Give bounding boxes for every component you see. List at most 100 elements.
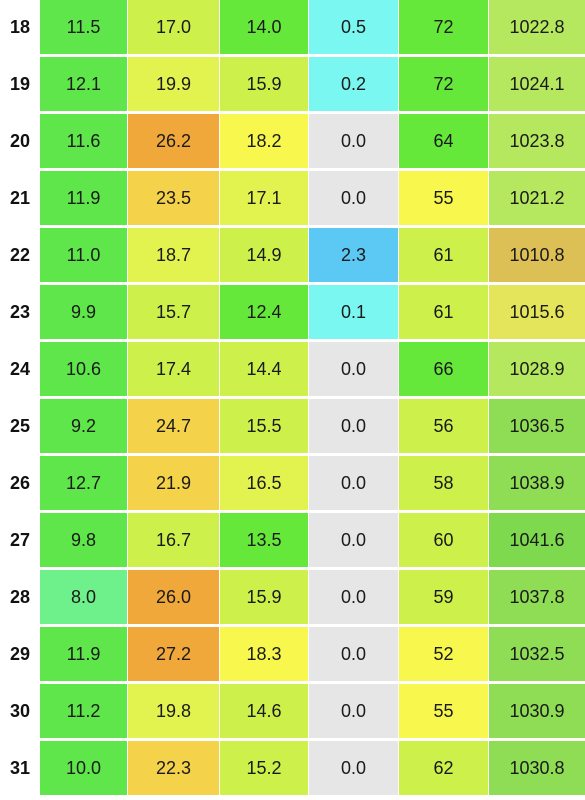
table-row: 23 9.9 15.7 12.4 0.1 61 1015.6 bbox=[0, 285, 585, 339]
mean-temp-cell: 16.5 bbox=[220, 456, 308, 510]
mean-temp-cell: 14.6 bbox=[220, 684, 308, 738]
max-temp-cell: 19.9 bbox=[128, 57, 219, 111]
mean-temp-cell: 18.2 bbox=[220, 114, 308, 168]
pressure-cell: 1036.5 bbox=[489, 399, 585, 453]
day-label: 29 bbox=[0, 627, 40, 681]
rain-cell: 0.0 bbox=[309, 684, 398, 738]
table-row: 27 9.8 16.7 13.5 0.0 60 1041.6 bbox=[0, 513, 585, 567]
pressure-cell: 1037.8 bbox=[489, 570, 585, 624]
pressure-cell: 1023.8 bbox=[489, 114, 585, 168]
day-label: 23 bbox=[0, 285, 40, 339]
day-label: 21 bbox=[0, 171, 40, 225]
table-row: 25 9.2 24.7 15.5 0.0 56 1036.5 bbox=[0, 399, 585, 453]
day-label: 20 bbox=[0, 114, 40, 168]
day-label: 27 bbox=[0, 513, 40, 567]
table-row: 21 11.9 23.5 17.1 0.0 55 1021.2 bbox=[0, 171, 585, 225]
pressure-cell: 1038.9 bbox=[489, 456, 585, 510]
pressure-cell: 1032.5 bbox=[489, 627, 585, 681]
mean-temp-cell: 17.1 bbox=[220, 171, 308, 225]
min-temp-cell: 9.9 bbox=[40, 285, 127, 339]
day-label: 28 bbox=[0, 570, 40, 624]
day-label: 25 bbox=[0, 399, 40, 453]
humidity-cell: 59 bbox=[399, 570, 488, 624]
mean-temp-cell: 15.9 bbox=[220, 57, 308, 111]
table-row: 22 11.0 18.7 14.9 2.3 61 1010.8 bbox=[0, 228, 585, 282]
max-temp-cell: 26.0 bbox=[128, 570, 219, 624]
max-temp-cell: 19.8 bbox=[128, 684, 219, 738]
humidity-cell: 61 bbox=[399, 285, 488, 339]
mean-temp-cell: 14.4 bbox=[220, 342, 308, 396]
min-temp-cell: 12.7 bbox=[40, 456, 127, 510]
max-temp-cell: 16.7 bbox=[128, 513, 219, 567]
pressure-cell: 1030.8 bbox=[489, 741, 585, 795]
min-temp-cell: 11.5 bbox=[40, 0, 127, 54]
rain-cell: 0.1 bbox=[309, 285, 398, 339]
min-temp-cell: 11.6 bbox=[40, 114, 127, 168]
rain-cell: 0.0 bbox=[309, 741, 398, 795]
day-label: 24 bbox=[0, 342, 40, 396]
rain-cell: 0.0 bbox=[309, 456, 398, 510]
table-row: 24 10.6 17.4 14.4 0.0 66 1028.9 bbox=[0, 342, 585, 396]
min-temp-cell: 11.2 bbox=[40, 684, 127, 738]
humidity-cell: 72 bbox=[399, 57, 488, 111]
humidity-cell: 62 bbox=[399, 741, 488, 795]
mean-temp-cell: 13.5 bbox=[220, 513, 308, 567]
mean-temp-cell: 15.2 bbox=[220, 741, 308, 795]
min-temp-cell: 11.0 bbox=[40, 228, 127, 282]
table-row: 29 11.9 27.2 18.3 0.0 52 1032.5 bbox=[0, 627, 585, 681]
min-temp-cell: 9.2 bbox=[40, 399, 127, 453]
pressure-cell: 1010.8 bbox=[489, 228, 585, 282]
table-row: 31 10.0 22.3 15.2 0.0 62 1030.8 bbox=[0, 741, 585, 795]
humidity-cell: 55 bbox=[399, 171, 488, 225]
pressure-cell: 1024.1 bbox=[489, 57, 585, 111]
day-label: 22 bbox=[0, 228, 40, 282]
rain-cell: 0.5 bbox=[309, 0, 398, 54]
day-label: 30 bbox=[0, 684, 40, 738]
max-temp-cell: 27.2 bbox=[128, 627, 219, 681]
table-row: 28 8.0 26.0 15.9 0.0 59 1037.8 bbox=[0, 570, 585, 624]
max-temp-cell: 17.0 bbox=[128, 0, 219, 54]
rain-cell: 0.0 bbox=[309, 342, 398, 396]
rain-cell: 0.0 bbox=[309, 399, 398, 453]
day-label: 19 bbox=[0, 57, 40, 111]
humidity-cell: 56 bbox=[399, 399, 488, 453]
humidity-cell: 61 bbox=[399, 228, 488, 282]
max-temp-cell: 18.7 bbox=[128, 228, 219, 282]
mean-temp-cell: 18.3 bbox=[220, 627, 308, 681]
table-row: 20 11.6 26.2 18.2 0.0 64 1023.8 bbox=[0, 114, 585, 168]
humidity-cell: 66 bbox=[399, 342, 488, 396]
mean-temp-cell: 14.0 bbox=[220, 0, 308, 54]
humidity-cell: 52 bbox=[399, 627, 488, 681]
humidity-cell: 55 bbox=[399, 684, 488, 738]
pressure-cell: 1022.8 bbox=[489, 0, 585, 54]
day-label: 31 bbox=[0, 741, 40, 795]
humidity-cell: 72 bbox=[399, 0, 488, 54]
min-temp-cell: 10.6 bbox=[40, 342, 127, 396]
rain-cell: 0.0 bbox=[309, 114, 398, 168]
table-row: 26 12.7 21.9 16.5 0.0 58 1038.9 bbox=[0, 456, 585, 510]
pressure-cell: 1030.9 bbox=[489, 684, 585, 738]
rain-cell: 0.0 bbox=[309, 627, 398, 681]
min-temp-cell: 10.0 bbox=[40, 741, 127, 795]
rain-cell: 0.2 bbox=[309, 57, 398, 111]
min-temp-cell: 8.0 bbox=[40, 570, 127, 624]
min-temp-cell: 9.8 bbox=[40, 513, 127, 567]
pressure-cell: 1041.6 bbox=[489, 513, 585, 567]
pressure-cell: 1028.9 bbox=[489, 342, 585, 396]
mean-temp-cell: 15.5 bbox=[220, 399, 308, 453]
humidity-cell: 64 bbox=[399, 114, 488, 168]
mean-temp-cell: 12.4 bbox=[220, 285, 308, 339]
pressure-cell: 1021.2 bbox=[489, 171, 585, 225]
rain-cell: 0.0 bbox=[309, 513, 398, 567]
day-label: 18 bbox=[0, 0, 40, 54]
max-temp-cell: 24.7 bbox=[128, 399, 219, 453]
max-temp-cell: 22.3 bbox=[128, 741, 219, 795]
min-temp-cell: 11.9 bbox=[40, 627, 127, 681]
mean-temp-cell: 14.9 bbox=[220, 228, 308, 282]
max-temp-cell: 23.5 bbox=[128, 171, 219, 225]
table-row: 18 11.5 17.0 14.0 0.5 72 1022.8 bbox=[0, 0, 585, 54]
humidity-cell: 60 bbox=[399, 513, 488, 567]
min-temp-cell: 11.9 bbox=[40, 171, 127, 225]
min-temp-cell: 12.1 bbox=[40, 57, 127, 111]
table-row: 19 12.1 19.9 15.9 0.2 72 1024.1 bbox=[0, 57, 585, 111]
